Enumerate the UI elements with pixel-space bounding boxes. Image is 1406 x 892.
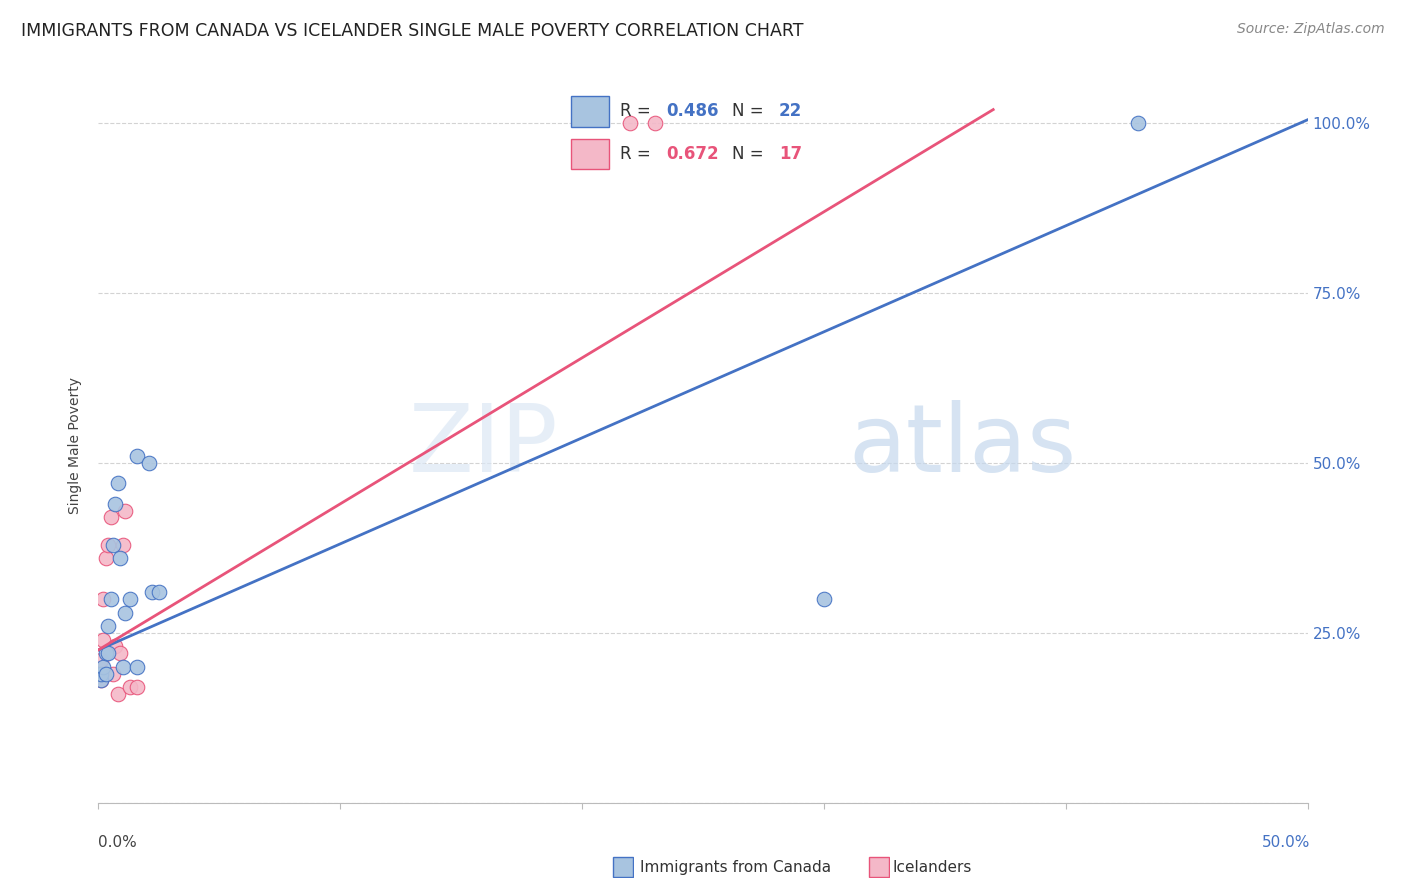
Point	[100, 510, 122, 524]
Point	[101, 666, 124, 681]
Point	[619, 116, 641, 130]
Point	[101, 537, 124, 551]
Point	[94, 646, 117, 660]
Point	[108, 551, 131, 566]
Point	[118, 591, 141, 606]
Point	[90, 673, 112, 688]
Text: 17: 17	[779, 145, 801, 163]
Point	[91, 632, 114, 647]
Text: 50.0%: 50.0%	[1263, 836, 1310, 850]
Point	[127, 449, 149, 463]
Point	[107, 476, 129, 491]
Point	[148, 585, 170, 599]
FancyBboxPatch shape	[571, 139, 609, 169]
Point	[114, 606, 136, 620]
Point	[90, 673, 112, 688]
Text: R =: R =	[620, 103, 657, 120]
Point	[1128, 116, 1150, 130]
Point	[141, 585, 163, 599]
Point	[104, 497, 127, 511]
Point	[111, 537, 134, 551]
Point	[94, 666, 117, 681]
Text: ZIP: ZIP	[408, 400, 558, 492]
FancyBboxPatch shape	[571, 96, 609, 127]
Text: Source: ZipAtlas.com: Source: ZipAtlas.com	[1237, 22, 1385, 37]
Point	[97, 537, 120, 551]
Text: 0.486: 0.486	[666, 103, 718, 120]
Point	[97, 646, 120, 660]
Text: N =: N =	[733, 145, 769, 163]
Point	[90, 653, 112, 667]
Point	[97, 619, 120, 633]
Y-axis label: Single Male Poverty: Single Male Poverty	[69, 377, 83, 515]
Text: Immigrants from Canada: Immigrants from Canada	[640, 860, 831, 874]
Text: IMMIGRANTS FROM CANADA VS ICELANDER SINGLE MALE POVERTY CORRELATION CHART: IMMIGRANTS FROM CANADA VS ICELANDER SING…	[21, 22, 804, 40]
Point	[114, 503, 136, 517]
Point	[94, 551, 117, 566]
Point	[90, 666, 112, 681]
Point	[127, 680, 149, 694]
Point	[108, 646, 131, 660]
Text: Icelanders: Icelanders	[893, 860, 972, 874]
Text: 22: 22	[779, 103, 803, 120]
Point	[111, 660, 134, 674]
Point	[91, 660, 114, 674]
Point	[91, 591, 114, 606]
Text: atlas: atlas	[848, 400, 1077, 492]
Point	[138, 456, 160, 470]
Text: N =: N =	[733, 103, 769, 120]
Text: 0.672: 0.672	[666, 145, 720, 163]
Point	[127, 660, 149, 674]
Point	[118, 680, 141, 694]
Point	[813, 591, 835, 606]
Point	[104, 640, 127, 654]
Text: R =: R =	[620, 145, 657, 163]
Text: 0.0%: 0.0%	[98, 836, 138, 850]
Point	[644, 116, 666, 130]
Point	[107, 687, 129, 701]
Point	[100, 591, 122, 606]
